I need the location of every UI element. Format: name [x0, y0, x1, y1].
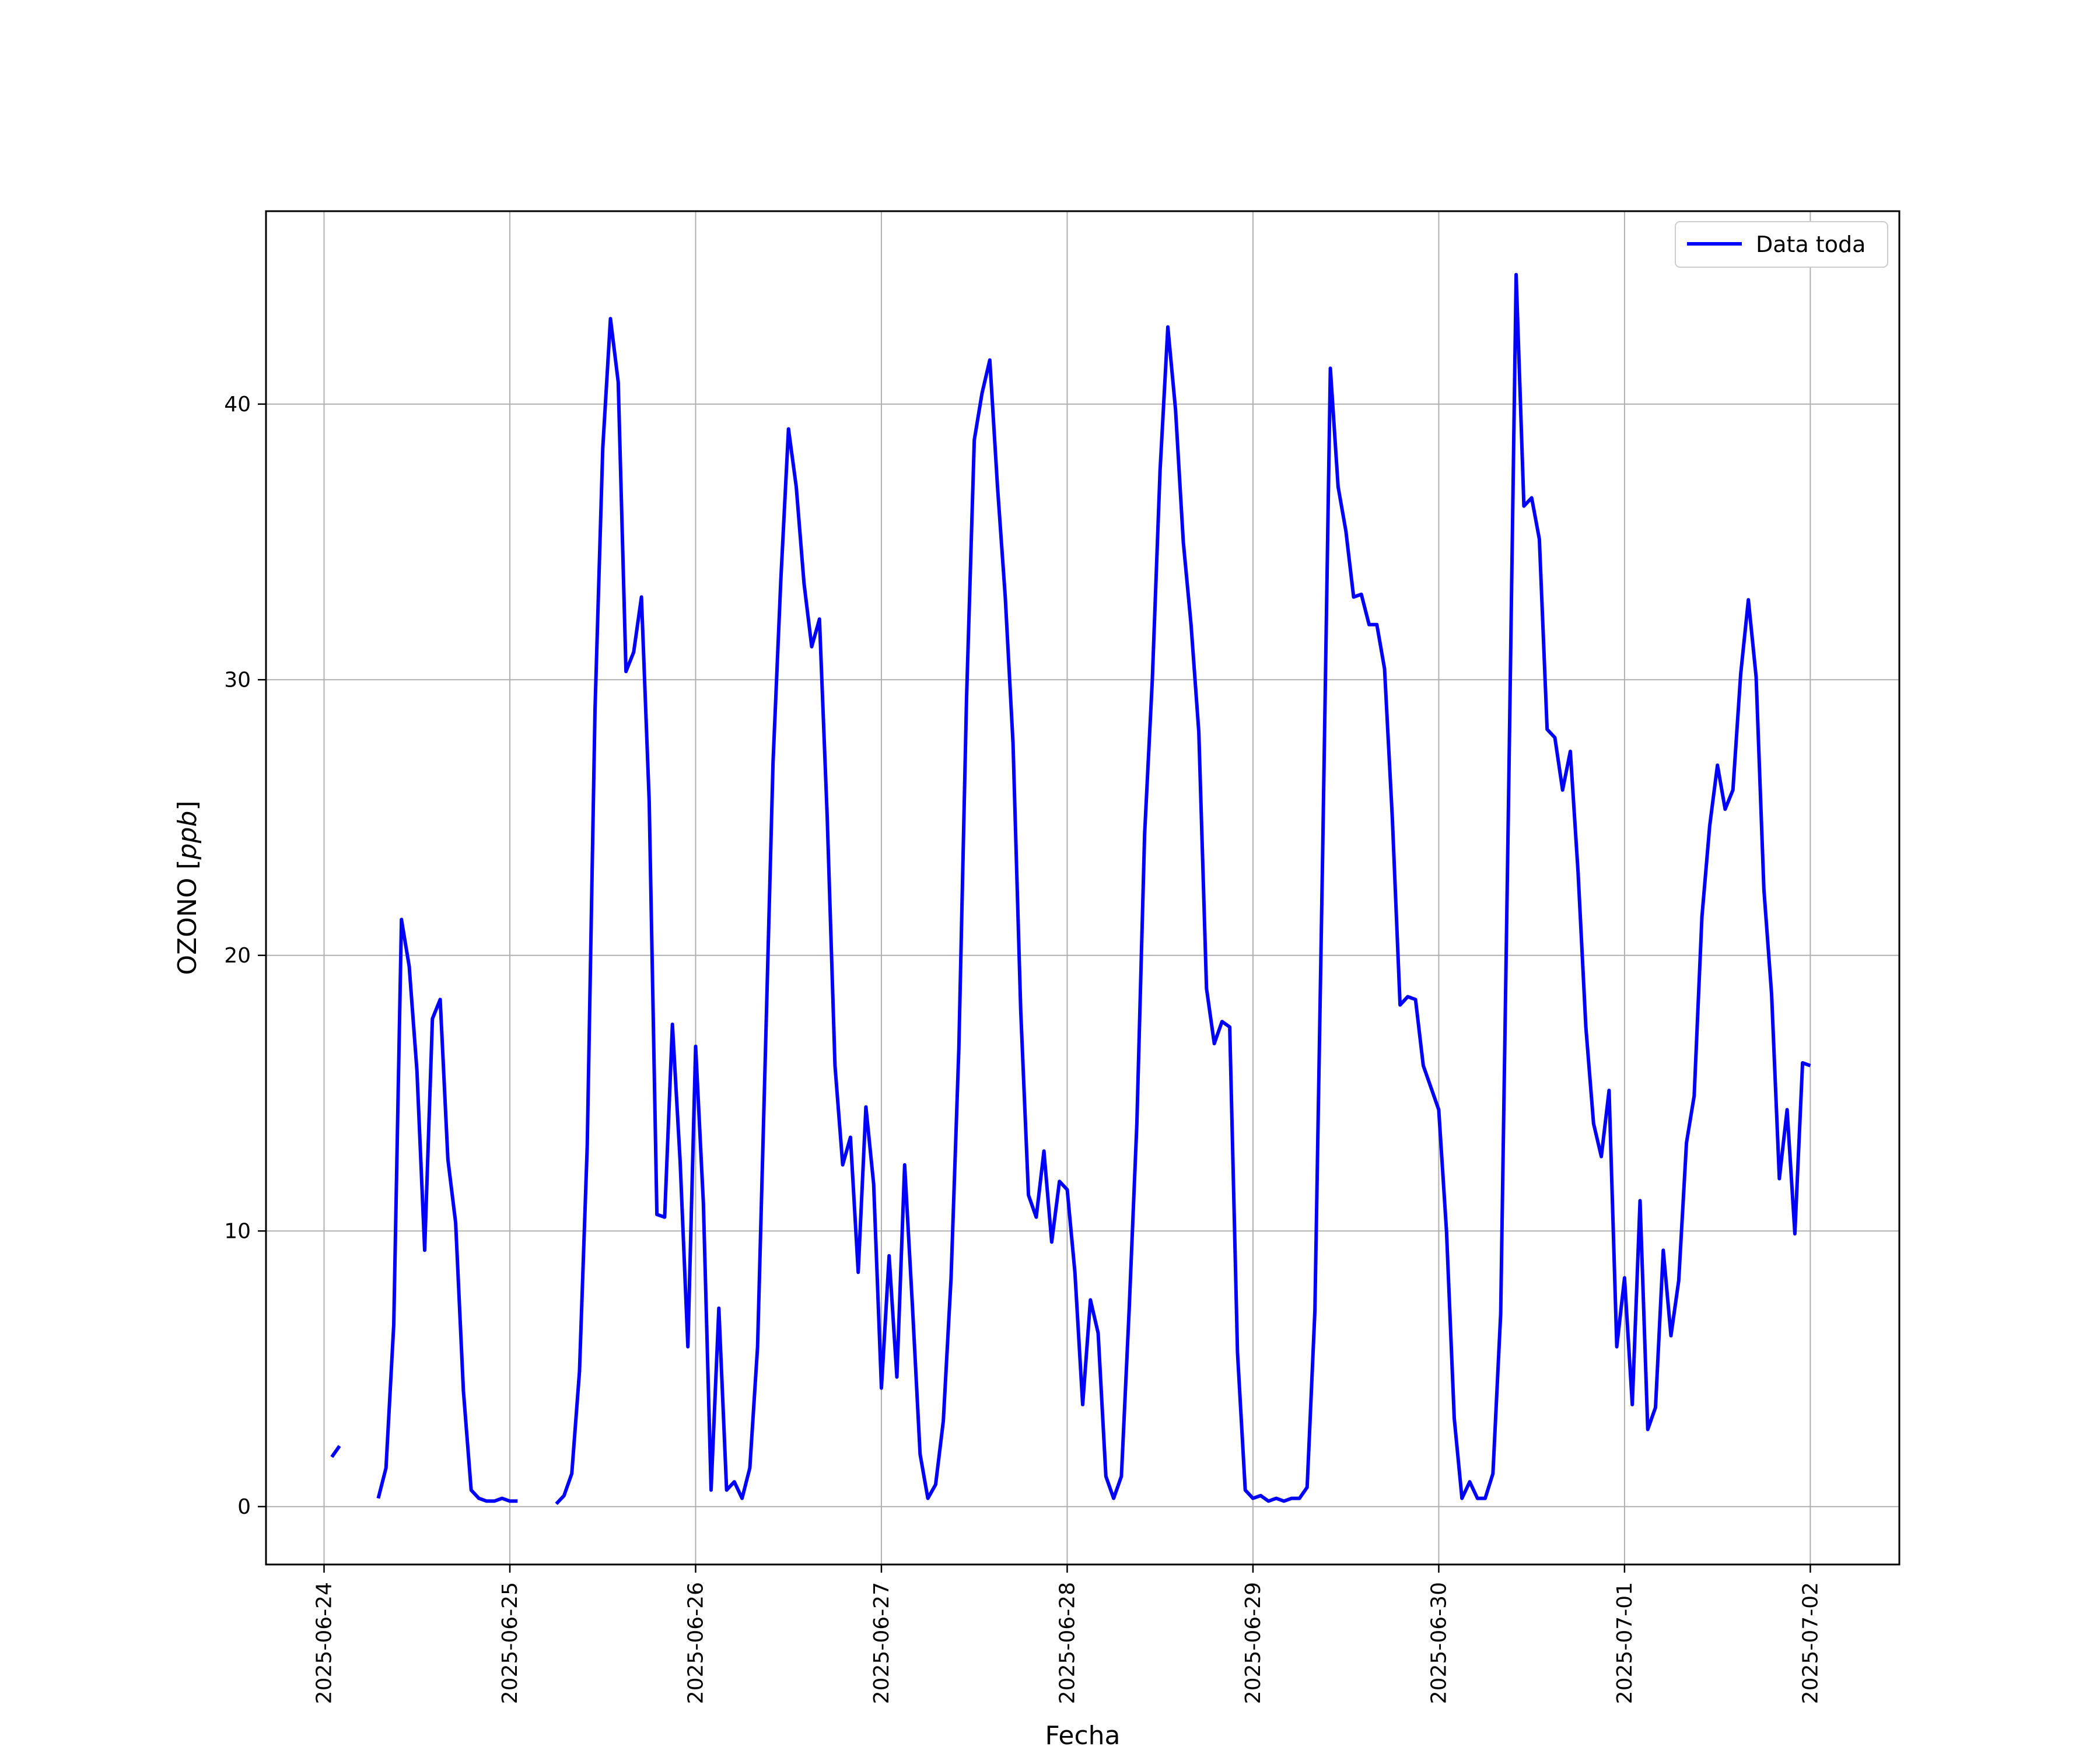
x-tick-label: 2025-06-26	[684, 1582, 708, 1704]
grid	[266, 211, 1899, 1564]
x-tick-label: 2025-06-29	[1241, 1582, 1265, 1704]
x-tick-label: 2025-06-25	[498, 1582, 522, 1704]
y-tick-label: 10	[224, 1219, 251, 1243]
x-tick-label: 2025-07-01	[1613, 1582, 1637, 1704]
plot-frame	[265, 210, 1901, 1566]
x-axis-label: Fecha	[1045, 1721, 1120, 1750]
series-lines	[330, 272, 1811, 1506]
series-line-segment	[330, 1445, 341, 1458]
legend-entry-label: Data toda	[1756, 232, 1866, 257]
x-tick-label: 2025-07-02	[1798, 1582, 1822, 1704]
x-tick-label: 2025-06-30	[1427, 1582, 1451, 1704]
legend: Data toda	[1675, 221, 1888, 268]
y-tick-label: 0	[237, 1495, 251, 1519]
y-tick-label: 30	[224, 668, 251, 692]
y-tick-label: 40	[224, 393, 251, 416]
y-axis-label: OZONO [ppb]	[173, 800, 202, 975]
y-tick-label: 20	[224, 944, 251, 968]
series-line-segment	[555, 272, 1811, 1506]
x-axis-ticks: 2025-06-24 2025-06-25 2025-06-26 2025-06-27…	[313, 1564, 1822, 1704]
x-tick-label: 2025-06-27	[870, 1582, 894, 1704]
x-tick-label: 2025-06-24	[313, 1582, 337, 1704]
y-axis-ticks: 0 10 20 30 40	[224, 393, 266, 1519]
x-tick-label: 2025-06-28	[1055, 1582, 1079, 1704]
legend-box	[1675, 221, 1888, 268]
series-line-segment	[376, 918, 518, 1503]
